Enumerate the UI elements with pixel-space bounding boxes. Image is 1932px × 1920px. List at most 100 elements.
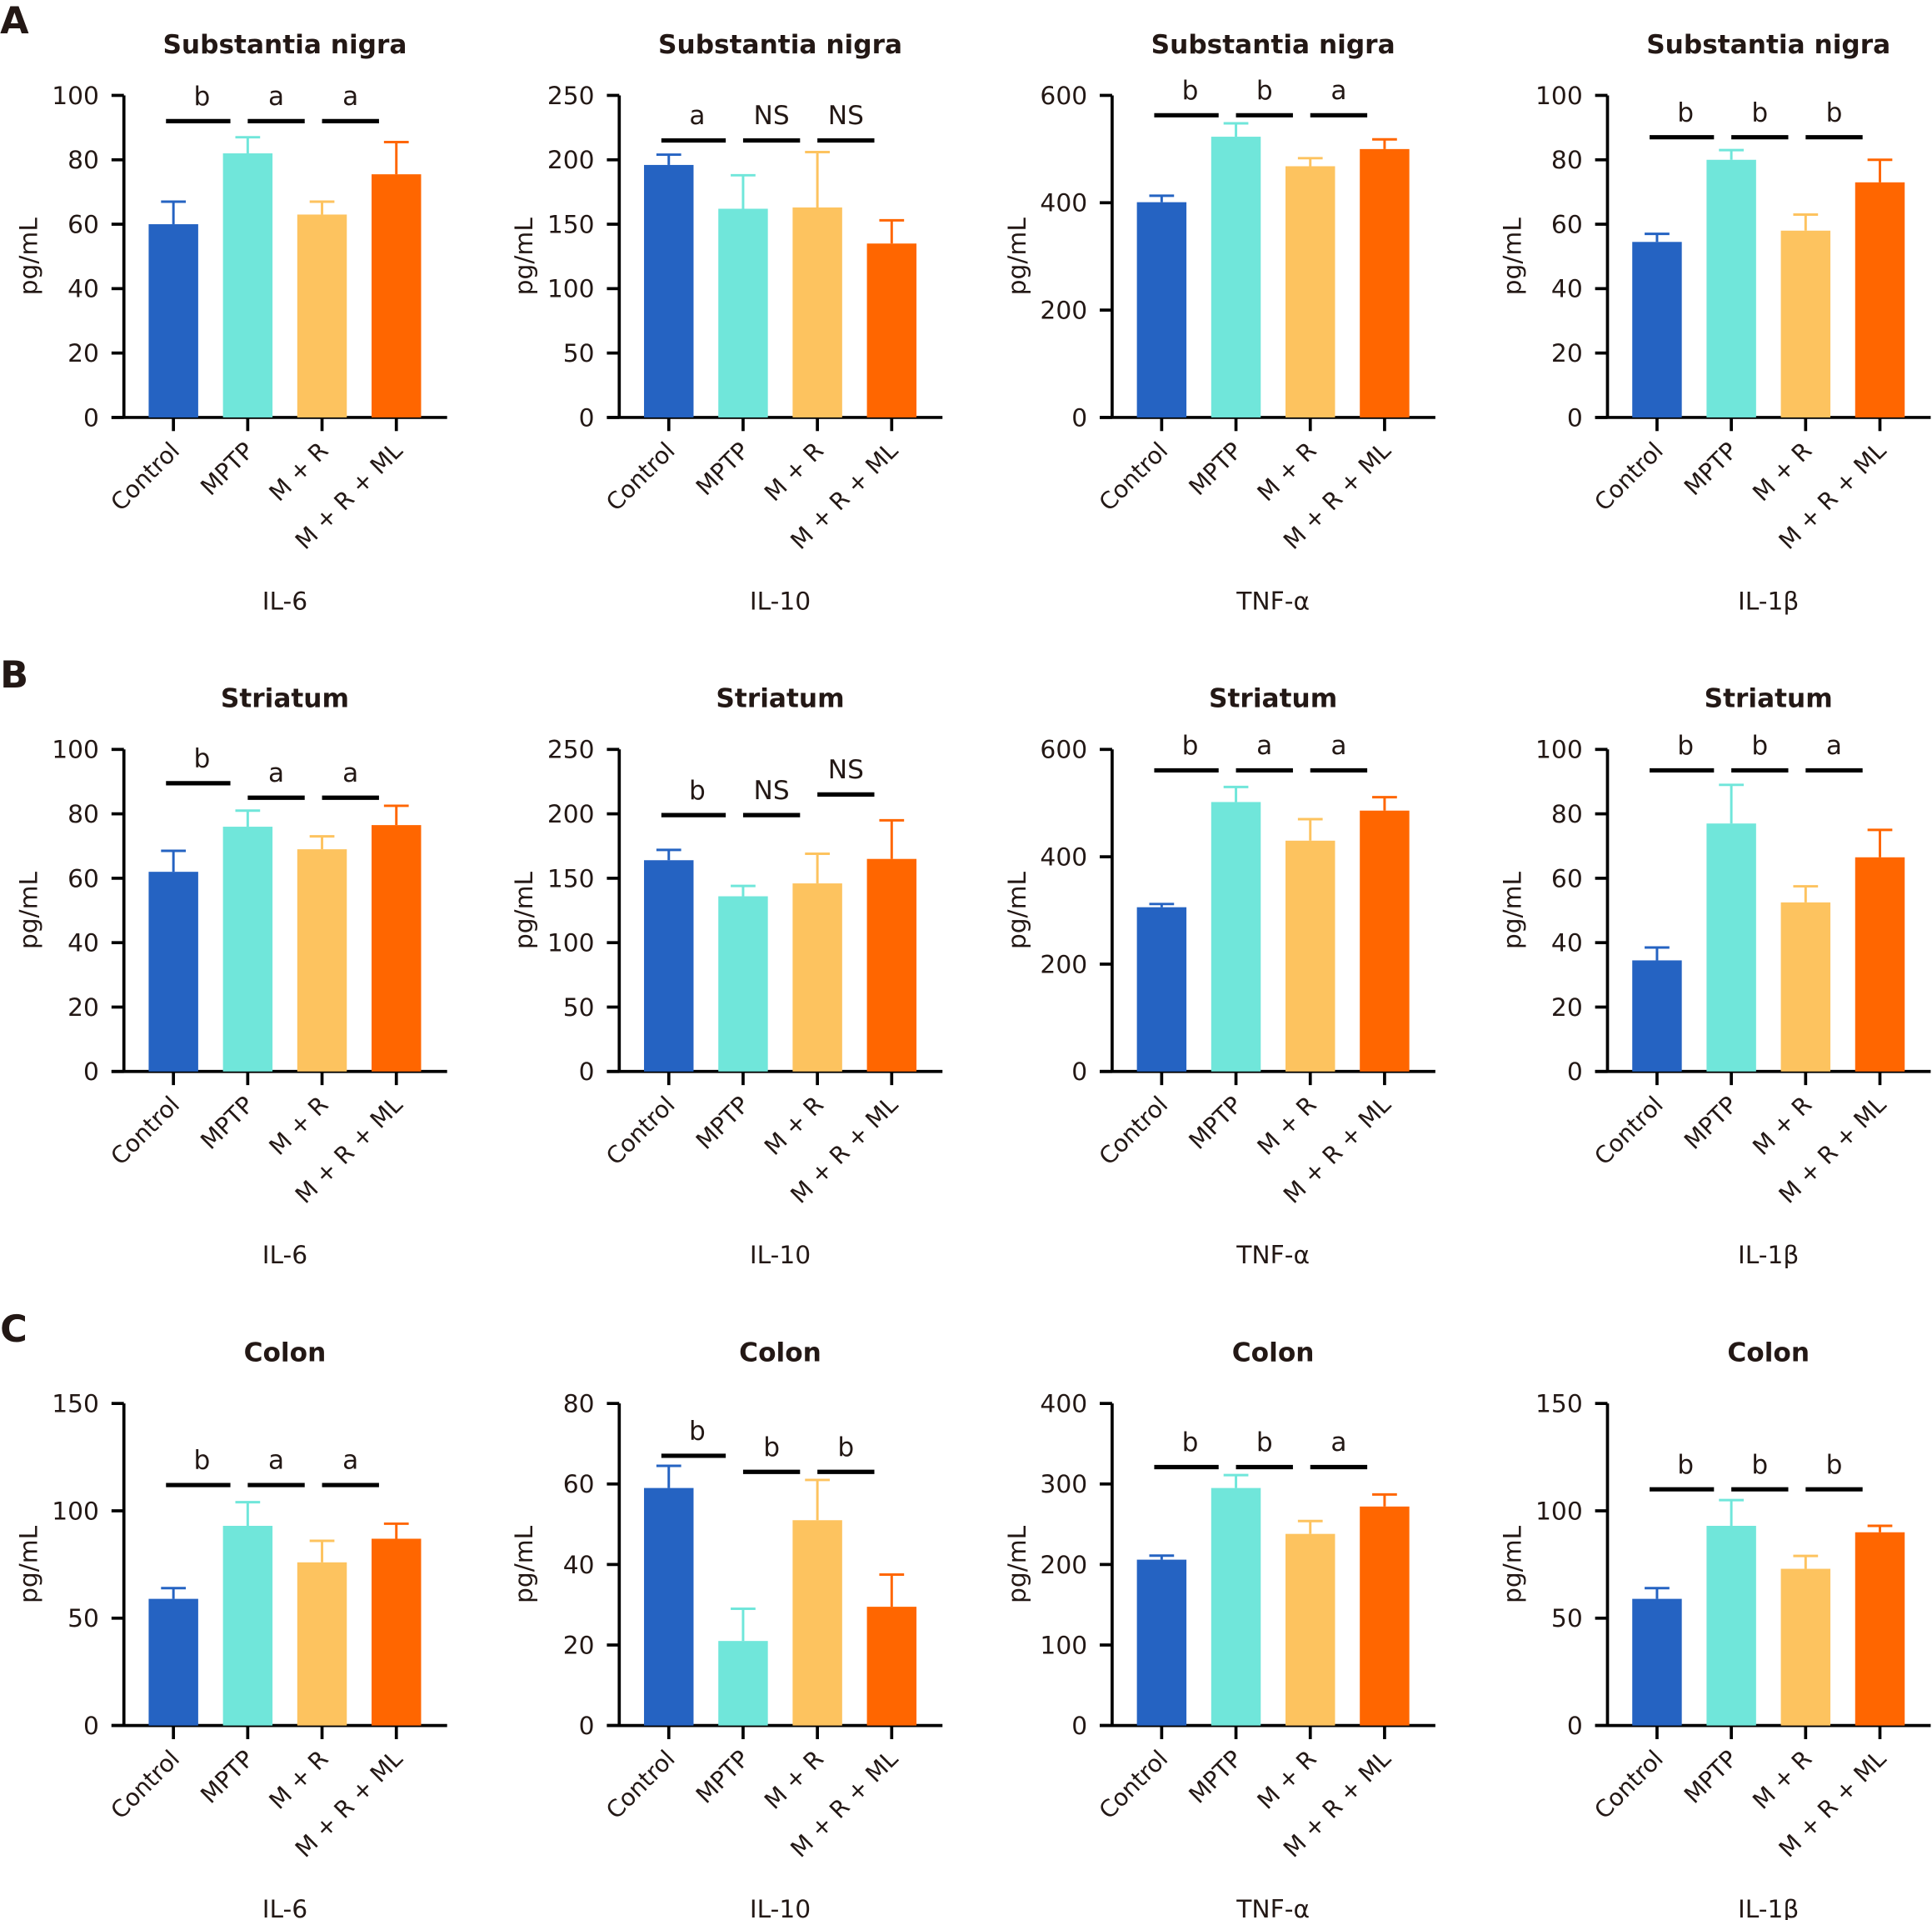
chart-title: Colon <box>1727 1338 1810 1368</box>
bar-3 <box>866 243 917 418</box>
significance-label: a <box>689 101 705 131</box>
y-tick-label: 0 <box>579 1058 595 1087</box>
bar-0 <box>1136 1559 1187 1726</box>
y-tick-label: 0 <box>579 403 595 432</box>
y-tick-label: 0 <box>1567 403 1583 432</box>
y-axis-label: pg/mL <box>1003 871 1032 949</box>
x-axis-label: TNF-α <box>1236 1895 1310 1920</box>
significance-label: a <box>1330 731 1346 761</box>
y-tick-label: 600 <box>1040 736 1087 765</box>
bar-1 <box>222 827 273 1072</box>
significance-label: NS <box>828 755 864 785</box>
x-axis-label: IL-6 <box>262 1895 307 1920</box>
bar-2 <box>297 1562 347 1726</box>
y-axis-label: pg/mL <box>15 871 44 949</box>
bar-1 <box>1706 1526 1756 1726</box>
y-tick-label: 40 <box>67 275 99 304</box>
x-tick-label: M + R <box>1747 1745 1817 1815</box>
significance-label: b <box>1677 731 1694 761</box>
bar-1 <box>1211 1488 1261 1726</box>
y-tick-label: 50 <box>563 339 595 368</box>
y-tick-label: 20 <box>67 339 99 368</box>
x-axis-label: IL-10 <box>750 1895 811 1920</box>
y-tick-label: 100 <box>1535 736 1583 765</box>
panel-label: B <box>0 653 28 697</box>
significance-label: b <box>837 1432 854 1462</box>
bar-0 <box>644 164 694 418</box>
panel-label: A <box>0 0 29 42</box>
y-tick-label: 0 <box>83 1712 99 1741</box>
bar-0 <box>1136 202 1187 418</box>
x-tick-label: M + R <box>759 1091 829 1161</box>
y-tick-label: 0 <box>1071 1058 1087 1087</box>
x-tick-label: Control <box>106 1745 186 1825</box>
bar-2 <box>1286 840 1335 1072</box>
x-tick-label: MPTP <box>1679 1745 1743 1809</box>
x-axis-label: IL-10 <box>750 587 811 616</box>
y-tick-label: 20 <box>67 993 99 1022</box>
y-tick-label: 0 <box>83 1058 99 1087</box>
y-tick-label: 0 <box>579 1712 595 1741</box>
bar-1 <box>222 1526 273 1726</box>
significance-label: b <box>763 1432 780 1462</box>
bar-3 <box>1855 1532 1905 1726</box>
y-tick-label: 50 <box>67 1604 99 1633</box>
y-axis-label: pg/mL <box>510 871 539 949</box>
bar-3 <box>1360 1506 1410 1726</box>
x-tick-label: MPTP <box>1184 1091 1248 1155</box>
significance-label: b <box>1751 98 1768 128</box>
y-axis-label: pg/mL <box>510 218 539 296</box>
chart-1: Substantia nigra 0 50 100 150 200 250 pg/mL Cont… <box>510 30 943 616</box>
bar-0 <box>148 224 198 418</box>
x-tick-label: MPTP <box>195 1091 259 1155</box>
bar-0 <box>1136 907 1187 1072</box>
y-tick-label: 60 <box>1551 864 1583 893</box>
bar-3 <box>372 825 422 1072</box>
significance-label: b <box>1182 731 1199 761</box>
y-tick-label: 0 <box>83 403 99 432</box>
x-tick-label: M + R <box>1747 437 1817 507</box>
chart-5: Striatum 0 50 100 150 200 250 pg/mL Control MPTP M… <box>510 684 943 1270</box>
chart-7: Striatum 0 20 40 60 80 100 pg/mL Control MPTP M + … <box>1498 684 1931 1270</box>
chart-title: Substantia nigra <box>1151 30 1395 60</box>
bar-1 <box>718 208 768 418</box>
x-tick-label: MPTP <box>1679 437 1743 501</box>
x-tick-label: Control <box>106 437 186 517</box>
significance-label: NS <box>754 776 790 806</box>
bar-0 <box>644 1488 694 1726</box>
significance-label: a <box>1256 731 1272 761</box>
bar-1 <box>1706 823 1756 1072</box>
y-tick-label: 100 <box>52 1497 99 1526</box>
y-tick-label: 400 <box>1040 1390 1087 1419</box>
bar-3 <box>372 1538 422 1726</box>
bar-3 <box>1360 148 1410 418</box>
significance-label: a <box>342 758 358 788</box>
x-axis-label: IL-1β <box>1738 1241 1799 1270</box>
bar-1 <box>222 153 273 418</box>
y-tick-label: 200 <box>1040 1551 1087 1580</box>
y-axis-label: pg/mL <box>15 218 44 296</box>
bar-0 <box>148 1598 198 1726</box>
y-tick-label: 80 <box>67 800 99 829</box>
bar-2 <box>1286 1533 1335 1726</box>
significance-label: b <box>193 82 210 112</box>
y-tick-label: 400 <box>1040 189 1087 218</box>
significance-label: NS <box>754 101 790 131</box>
bar-2 <box>1780 230 1831 418</box>
bar-3 <box>1855 857 1905 1072</box>
bar-1 <box>1211 802 1261 1072</box>
chart-title: Colon <box>244 1338 327 1368</box>
y-tick-label: 150 <box>1535 1390 1583 1419</box>
x-tick-label: Control <box>1094 1091 1174 1171</box>
chart-title: Colon <box>739 1338 821 1368</box>
significance-label: a <box>268 1446 284 1476</box>
significance-label: a <box>342 82 358 112</box>
y-tick-label: 60 <box>67 864 99 893</box>
chart-title: Striatum <box>221 684 349 714</box>
bar-3 <box>866 858 917 1072</box>
x-tick-label: M + R <box>1252 1745 1322 1815</box>
bar-2 <box>297 214 347 418</box>
y-tick-label: 200 <box>1040 297 1087 326</box>
